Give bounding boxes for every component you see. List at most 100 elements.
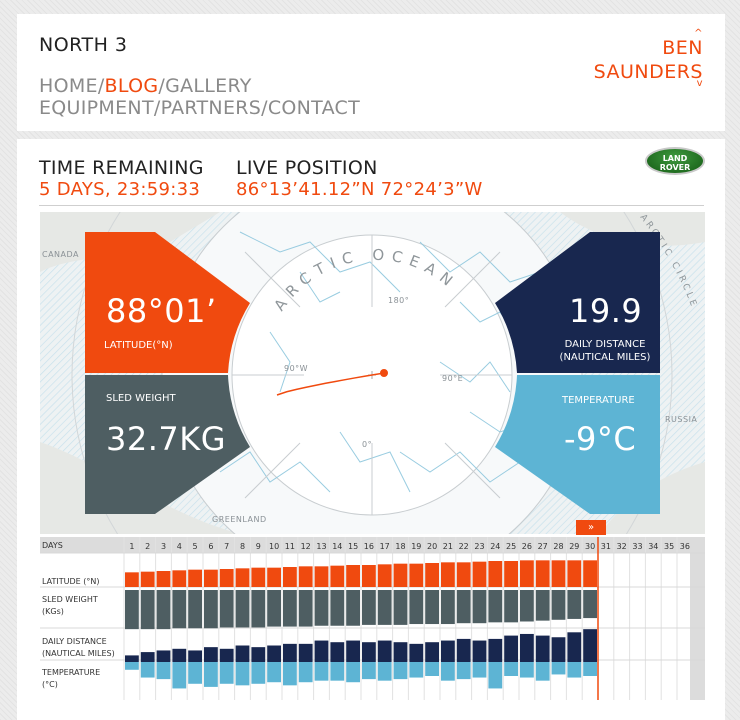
distance-bar — [551, 637, 566, 662]
sled-weight-value: 32.7KG — [106, 420, 227, 458]
fast-forward-button[interactable]: » — [576, 520, 606, 535]
latitude-bar — [393, 563, 408, 587]
day-number: 13 — [316, 542, 326, 551]
timeline-bars: 1 2 3 4 5 6 7 8 9 10 11 12 13 14 15 16 17 18 19 20 21 22 23 24 2… — [40, 537, 705, 700]
time-remaining-label: TIME REMAINING — [39, 157, 204, 179]
day-number: 5 — [193, 542, 198, 551]
nav-separator: / — [158, 75, 166, 97]
brand-logo[interactable]: ^ BEN SAUNDERS v — [594, 28, 703, 89]
temperature-bar — [535, 662, 550, 681]
day-number: 29 — [569, 542, 579, 551]
sled-weight-bar — [393, 590, 408, 625]
latitude-bar — [204, 569, 218, 587]
latitude-bar — [362, 565, 376, 587]
temperature-bar — [267, 662, 281, 683]
distance-bar — [346, 640, 360, 662]
distance-bar — [488, 638, 503, 662]
temperature-bar — [567, 662, 582, 678]
latitude-bar — [140, 571, 155, 587]
sled-weight-bar — [314, 590, 329, 626]
nav-contact[interactable]: CONTACT — [267, 97, 361, 119]
latitude-bar — [488, 561, 503, 587]
temperature-label: TEMPERATURE — [562, 395, 635, 406]
latitude-bar — [567, 560, 582, 587]
temperature-bar — [298, 662, 313, 683]
day-number: 2 — [145, 542, 150, 551]
distance-sector — [495, 232, 660, 373]
timeline-chart[interactable]: DAYS LATITUDE (°N) SLED WEIGHT (KGs) DAI… — [40, 537, 705, 700]
latitude-bar — [188, 569, 202, 587]
sled-weight-bar — [362, 590, 376, 625]
sled-weight-label: SLED WEIGHT — [106, 393, 176, 404]
latitude-bar — [314, 566, 329, 587]
day-number: 21 — [443, 542, 453, 551]
latitude-bar — [172, 570, 187, 587]
position-marker-icon — [380, 369, 388, 377]
day-number: 31 — [601, 542, 611, 551]
day-number: 23 — [474, 542, 484, 551]
temperature-bar — [362, 662, 376, 680]
day-number: 22 — [459, 542, 469, 551]
temperature-bar — [204, 662, 218, 687]
latitude-bar — [472, 561, 487, 587]
arctic-map[interactable]: ARCTIC OCEAN ARCTIC CIRCLE 180° 90°W 90°… — [40, 212, 705, 534]
map-graphic: ARCTIC OCEAN ARCTIC CIRCLE — [40, 212, 705, 534]
distance-bar — [140, 652, 155, 662]
latitude-bar — [425, 563, 439, 587]
site-title[interactable]: NORTH 3 — [39, 34, 128, 56]
nav-blog[interactable]: BLOG — [104, 75, 159, 97]
day-number: 33 — [632, 542, 642, 551]
temperature-bar — [330, 662, 345, 681]
days-label: DAYS — [42, 541, 63, 550]
nav-partners[interactable]: PARTNERS — [160, 97, 262, 119]
day-number: 8 — [240, 542, 245, 551]
nav-gallery[interactable]: GALLERY — [165, 75, 252, 97]
sled-weight-bar — [298, 590, 313, 627]
nav-row-1: HOME/BLOG/GALLERY — [39, 75, 360, 97]
day-number: 9 — [256, 542, 261, 551]
temperature-bar — [504, 662, 518, 676]
sled-weight-bar — [377, 590, 392, 625]
distance-bar — [298, 643, 313, 662]
header-panel: NORTH 3 HOME/BLOG/GALLERY EQUIPMENT/PART… — [17, 14, 725, 131]
sled-weight-bar — [583, 590, 597, 619]
day-number: 11 — [285, 542, 295, 551]
sled-weight-bar — [283, 590, 297, 627]
distance-bar — [235, 645, 250, 662]
temperature-bar — [235, 662, 250, 686]
distance-bar — [409, 643, 424, 662]
temperature-bar — [346, 662, 360, 683]
distance-bar — [441, 640, 455, 662]
day-number: 10 — [269, 542, 279, 551]
distance-bar — [535, 635, 550, 662]
latitude-bar — [441, 562, 455, 587]
latitude-bar — [346, 565, 360, 587]
distance-bar — [330, 642, 345, 662]
latitude-bar — [456, 562, 471, 587]
days-header — [40, 537, 705, 553]
landmass — [560, 212, 705, 246]
day-number: 34 — [648, 542, 658, 551]
nav-row-2: EQUIPMENT/PARTNERS/CONTACT — [39, 97, 360, 119]
land-rover-logo[interactable]: LAND ROVER — [645, 147, 705, 175]
nav-equipment[interactable]: EQUIPMENT — [39, 97, 154, 119]
day-number: 27 — [538, 542, 548, 551]
latitude-bar — [156, 571, 171, 587]
nav-separator: / — [261, 97, 268, 119]
sled-weight-bar — [535, 590, 550, 621]
day-number: 7 — [224, 542, 229, 551]
distance-row-unit: (NAUTICAL MILES) — [42, 649, 115, 658]
latitude-bar — [377, 564, 392, 587]
latitude-bar — [535, 560, 550, 587]
latitude-bar — [235, 568, 250, 587]
distance-bar — [520, 633, 534, 662]
day-number: 25 — [506, 542, 516, 551]
live-position-label: LIVE POSITION — [236, 157, 378, 179]
sled-weight-bar — [219, 590, 234, 628]
sled-weight-bar — [504, 590, 518, 623]
caret-down-icon: v — [696, 78, 703, 89]
day-number: 20 — [427, 542, 437, 551]
nav-home[interactable]: HOME — [39, 75, 98, 97]
distance-bar — [504, 635, 518, 662]
temperature-bar — [140, 662, 155, 678]
